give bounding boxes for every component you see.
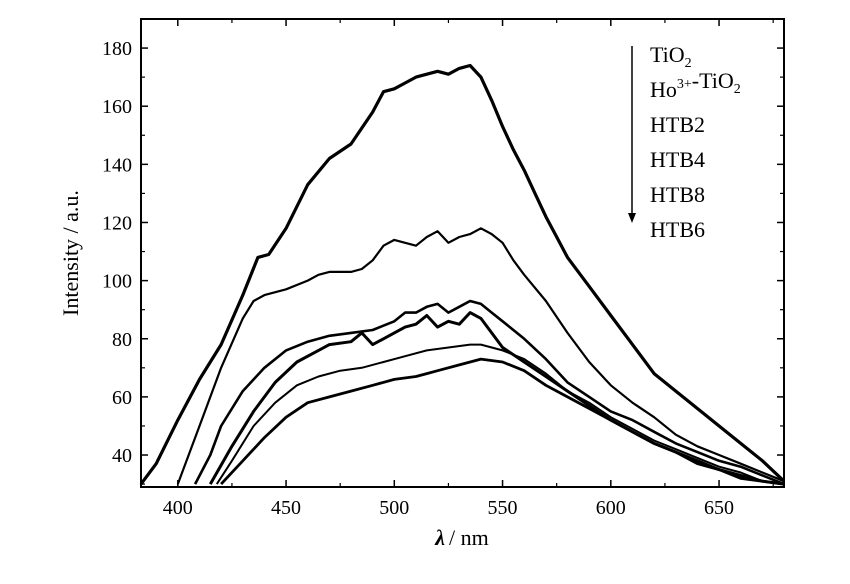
x-axis-unit: / nm [449, 525, 489, 550]
y-tick-label: 100 [102, 271, 132, 293]
y-tick-label: 60 [112, 387, 132, 409]
legend-item-1: Ho3+-TiO2 [650, 68, 741, 102]
y-tick-label: 180 [102, 38, 132, 60]
x-tick-label: 550 [488, 497, 518, 519]
legend-item-3: HTB4 [650, 147, 705, 172]
series-line-5 [220, 357, 785, 486]
y-tick-label: 40 [112, 445, 132, 467]
plot-frame [140, 18, 785, 488]
x-tick-label: 400 [163, 497, 193, 519]
series-line-0 [139, 63, 786, 486]
x-axis-symbol: λ [434, 525, 445, 550]
x-tick-label: 450 [271, 497, 301, 519]
y-tick-label: 140 [102, 154, 132, 176]
series-line-1 [176, 227, 785, 485]
y-tick-label: 120 [102, 212, 132, 234]
x-tick-label: 500 [379, 497, 409, 519]
legend-item-5: HTB6 [650, 217, 705, 242]
legend-item-4: HTB8 [650, 182, 705, 207]
legend-item-0: TiO2 [650, 42, 692, 71]
x-axis-title: λ / nm [434, 525, 489, 550]
x-tick-label: 650 [704, 497, 734, 519]
y-tick-label: 160 [102, 96, 132, 118]
series-line-4 [215, 343, 785, 486]
series-layer [139, 63, 786, 486]
ticks-layer: 400 450 500 550 600 650 40 60 80 100 120 140 160 180 [102, 18, 784, 519]
x-tick-label: 600 [596, 497, 626, 519]
legend-item-2: HTB2 [650, 112, 705, 137]
y-tick-label: 80 [112, 329, 132, 351]
y-axis-title: Intensity / a.u. [58, 190, 83, 316]
series-line-2 [193, 299, 785, 486]
legend-arrow-head [628, 213, 636, 223]
